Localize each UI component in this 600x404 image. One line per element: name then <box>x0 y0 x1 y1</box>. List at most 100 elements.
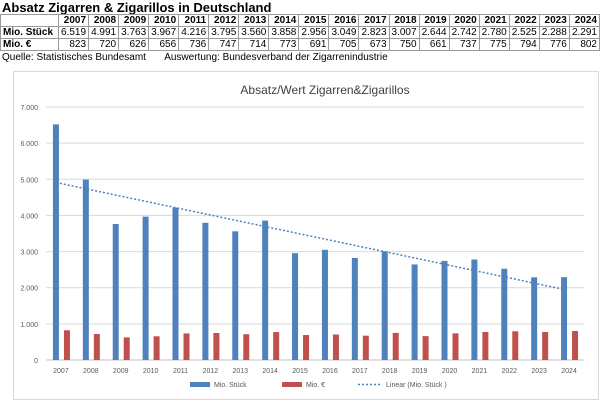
table-cell: 823 <box>57 38 90 51</box>
y-tick-label: 7.000 <box>20 105 38 112</box>
legend-label-mio-stueck: Mio. Stück <box>214 382 247 389</box>
table-cell: 720 <box>88 38 120 51</box>
table-cell: 705 <box>328 38 360 51</box>
table-cell: 736 <box>178 38 210 51</box>
table-header-year: 2011 <box>178 14 210 27</box>
table-cell: 3.858 <box>268 26 300 39</box>
table-cell: 3.795 <box>208 26 240 39</box>
table-cell: 3.967 <box>148 26 180 39</box>
source-label: Quelle: Statistisches Bundesamt <box>2 52 146 63</box>
bar-mio-euro <box>542 331 549 360</box>
table-cell: 626 <box>118 38 150 51</box>
bar-mio-stueck <box>172 207 179 360</box>
table-row-label: Mio. Stück <box>0 26 59 39</box>
table-cell: 6.519 <box>57 26 90 39</box>
x-tick-label: 2017 <box>352 368 368 375</box>
bar-mio-euro <box>93 333 100 360</box>
table-header-year: 2010 <box>148 14 180 27</box>
bar-mio-euro <box>183 333 190 360</box>
x-tick-label: 2020 <box>442 368 458 375</box>
bar-mio-stueck <box>501 268 508 360</box>
x-tick-label: 2015 <box>292 368 308 375</box>
bar-mio-euro <box>153 336 160 360</box>
table-header-year: 2014 <box>268 14 300 27</box>
table-cell: 776 <box>538 38 570 51</box>
table-cell: 747 <box>208 38 240 51</box>
table-header-year: 2024 <box>568 14 600 27</box>
table-cell: 656 <box>148 38 180 51</box>
bar-mio-euro <box>273 332 280 360</box>
table-corner-cell <box>0 14 59 27</box>
bar-mio-stueck <box>142 216 149 360</box>
y-tick-label: 2.000 <box>20 286 38 293</box>
table-cell: 4.216 <box>178 26 210 39</box>
y-tick-label: 6.000 <box>20 141 38 148</box>
table-cell: 737 <box>448 38 480 51</box>
bar-mio-euro <box>482 331 489 360</box>
table-header-year: 2018 <box>388 14 420 27</box>
legend-swatch-mio-stueck <box>190 382 210 387</box>
table-header-year: 2015 <box>298 14 330 27</box>
table-row: Mio. Stück 6.519 4.991 3.763 3.967 4.216 3.795… <box>0 26 600 39</box>
table-header-year: 2012 <box>208 14 240 27</box>
table-cell: 2.525 <box>508 26 540 39</box>
table-cell: 661 <box>418 38 450 51</box>
bar-mio-euro <box>243 334 250 360</box>
bar-mio-euro <box>303 335 310 360</box>
x-tick-label: 2022 <box>501 368 517 375</box>
table-cell: 4.991 <box>88 26 120 39</box>
table-header-year: 2022 <box>508 14 540 27</box>
y-tick-label: 4.000 <box>20 213 38 220</box>
bar-mio-stueck <box>292 253 299 360</box>
bar-mio-euro <box>362 335 369 360</box>
bar-mio-stueck <box>561 277 568 360</box>
table-cell: 3.763 <box>118 26 150 39</box>
table-cell: 2.644 <box>418 26 450 39</box>
table-cell: 673 <box>358 38 390 51</box>
bar-mio-euro <box>63 330 70 360</box>
table-header-year: 2007 <box>57 14 90 27</box>
bar-mio-stueck <box>351 257 358 360</box>
legend-label-mio-euro: Mio. € <box>306 382 325 389</box>
table-header-year: 2008 <box>88 14 120 27</box>
table-header-year: 2019 <box>418 14 450 27</box>
x-tick-label: 2008 <box>83 368 99 375</box>
table-cell: 3.049 <box>328 26 360 39</box>
bar-mio-euro <box>572 331 579 360</box>
bar-chart: Absatz/Wert Zigarren&Zigarillos 0 1.000 2.0… <box>20 83 584 389</box>
y-tick-label: 5.000 <box>20 177 38 184</box>
bar-mio-euro <box>332 334 339 360</box>
x-tick-label: 2007 <box>53 368 69 375</box>
table-cell: 802 <box>568 38 600 51</box>
analysis-label: Auswertung: Bundesverband der Zigarrenin… <box>164 52 388 63</box>
bar-mio-stueck <box>52 124 59 360</box>
table-cell: 794 <box>508 38 540 51</box>
bar-mio-stueck <box>381 251 388 360</box>
table-cell: 775 <box>478 38 510 51</box>
y-tick-label: 1.000 <box>20 322 38 329</box>
bar-mio-stueck <box>202 222 209 360</box>
data-table: 2007 2008 2009 2010 2011 2012 2013 2014 2015 2016… <box>0 14 600 51</box>
y-tick-label: 0 <box>34 358 38 365</box>
x-tick-label: 2014 <box>262 368 278 375</box>
table-header-year: 2013 <box>238 14 270 27</box>
x-tick-label: 2023 <box>531 368 547 375</box>
legend-label-trendline: Linear (Mio. Stück ) <box>386 382 447 389</box>
table-row: Mio. €823 720 626 656 736 747 714 773 691 705 673 7… <box>0 38 600 51</box>
bar-mio-stueck <box>262 220 269 360</box>
table-header-row: 2007 2008 2009 2010 2011 2012 2013 2014 2015 2016… <box>0 14 600 27</box>
x-tick-label: 2010 <box>143 368 159 375</box>
page-title: Absatz Zigarren & Zigarillos in Deutschl… <box>2 0 272 15</box>
y-tick-label: 3.000 <box>20 250 38 257</box>
table-cell: 2.823 <box>358 26 390 39</box>
x-tick-label: 2013 <box>232 368 248 375</box>
table-row-label: Mio. € <box>0 38 59 51</box>
x-tick-label: 2019 <box>412 368 428 375</box>
x-tick-label: 2024 <box>561 368 577 375</box>
table-header-year: 2021 <box>478 14 510 27</box>
table-header-year: 2016 <box>328 14 360 27</box>
bar-mio-stueck <box>411 264 418 360</box>
chart-title: Absatz/Wert Zigarren&Zigarillos <box>240 83 409 97</box>
bar-mio-euro <box>392 332 399 360</box>
bar-mio-euro <box>512 331 519 360</box>
